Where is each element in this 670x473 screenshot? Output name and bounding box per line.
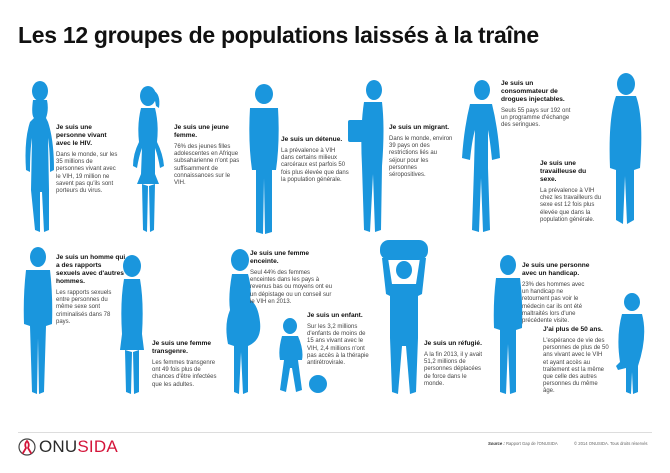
- caption-body: Les femmes transgenre ont 49 fois plus d…: [152, 360, 217, 388]
- woman-hiv-silhouette: [25, 81, 54, 232]
- source-text: Rapport Gap de l'ONUSIDA: [505, 441, 558, 446]
- caption-sex-worker: Je suis une travailleuse du sexe. La pré…: [540, 160, 602, 224]
- caption-hiv: Je suis une personne vivant avec le HIV.…: [56, 124, 122, 195]
- caption-body: 23% des hommes avec un handicap ne retou…: [522, 282, 585, 325]
- disabled-person-silhouette: [493, 255, 523, 394]
- caption-body: L'espérance de vie des personnes de plus…: [543, 338, 609, 395]
- caption-heading: Je suis une travailleuse du sexe.: [540, 160, 587, 183]
- caption-heading: Je suis un enfant.: [307, 312, 363, 319]
- transgender-woman-silhouette: [120, 255, 144, 394]
- caption-body: Dans le monde, sur les 35 millions de pe…: [56, 152, 118, 195]
- caption-heading: Je suis une jeune femme.: [174, 124, 229, 139]
- caption-body: Sur les 3,2 millions d'enfants de moins …: [307, 324, 369, 367]
- caption-body: A la fin 2013, il y avait 51,2 millions …: [424, 352, 483, 387]
- caption-pregnant: Je suis une femme enceinte. Seul 44% des…: [250, 250, 336, 306]
- caption-body: Seuls 55 pays sur 192 ont un programme d…: [501, 108, 571, 129]
- child-silhouette: [279, 318, 327, 393]
- msm-silhouette: [23, 247, 53, 394]
- page-title: Les 12 groupes de populations laissés à …: [18, 22, 539, 48]
- caption-heading: Je suis un détenue.: [281, 136, 343, 143]
- caption-heading: Je suis une personne avec un handicap.: [522, 262, 590, 277]
- caption-heading: Je suis une femme enceinte.: [250, 250, 310, 265]
- young-woman-silhouette: [133, 86, 164, 232]
- onusida-logo: ONUSIDA: [18, 437, 118, 457]
- logo-prefix: ONU: [39, 437, 78, 456]
- caption-heading: Je suis une femme transgenre.: [152, 340, 212, 355]
- caption-body: Les rapports sexuels entre personnes du …: [56, 290, 112, 325]
- detainee-silhouette: [249, 84, 279, 234]
- caption-heading: J'ai plus de 50 ans.: [543, 326, 603, 333]
- caption-detainee: Je suis un détenue. La prévalence à VIH …: [281, 136, 349, 184]
- migrant-silhouette: [348, 80, 384, 232]
- caption-drug-user: Je suis un consommateur de drogues injec…: [501, 80, 571, 130]
- drug-user-silhouette: [462, 80, 500, 232]
- caption-heading: Je suis un migrant.: [389, 124, 450, 131]
- copyright-note: © 2014 ONUSIDA. Tous droits réservés: [574, 441, 648, 446]
- caption-disability: Je suis une personne avec un handicap. 2…: [522, 262, 592, 325]
- source-note: Source : Rapport Gap de l'ONUSIDA: [488, 441, 558, 446]
- caption-heading: Je suis un réfugié.: [424, 340, 482, 347]
- caption-body: 76% des jeunes filles adolescentes en Af…: [174, 144, 240, 187]
- caption-child: Je suis un enfant. Sur les 3,2 millions …: [307, 312, 369, 367]
- sex-worker-silhouette: [609, 73, 642, 224]
- caption-heading: Je suis une personne vivant avec le HIV.: [56, 124, 107, 147]
- caption-body: Seul 44% des femmes enceintes dans les p…: [250, 270, 333, 305]
- logo-suffix: SIDA: [77, 437, 118, 456]
- refugee-silhouette: [380, 240, 428, 394]
- caption-body: La prévalence à VIH chez les travailleur…: [540, 188, 602, 223]
- pregnant-woman-silhouette: [226, 249, 261, 394]
- red-ribbon-icon: [18, 438, 36, 456]
- caption-over-50: J'ai plus de 50 ans. L'espérance de vie …: [543, 326, 609, 396]
- caption-msm: Je suis un homme qui a des rapports sexu…: [56, 254, 126, 326]
- caption-transgender: Je suis une femme transgenre. Les femmes…: [152, 340, 218, 389]
- caption-migrant: Je suis un migrant. Dans le monde, envir…: [389, 124, 455, 179]
- source-label: Source :: [488, 441, 505, 446]
- caption-heading: Je suis un homme qui a des rapports sexu…: [56, 254, 126, 285]
- caption-body: Dans le monde, environ 39 pays on des re…: [389, 136, 453, 179]
- caption-young-woman: Je suis une jeune femme. 76% des jeunes …: [174, 124, 240, 187]
- logo-wordmark: ONUSIDA: [39, 437, 118, 457]
- older-person-silhouette: [616, 293, 645, 394]
- caption-body: La prévalence à VIH dans certains milieu…: [281, 148, 349, 183]
- caption-refugee: Je suis un réfugié. A la fin 2013, il y …: [424, 340, 484, 388]
- footer-divider: [18, 432, 652, 433]
- caption-heading: Je suis un consommateur de drogues injec…: [501, 80, 565, 103]
